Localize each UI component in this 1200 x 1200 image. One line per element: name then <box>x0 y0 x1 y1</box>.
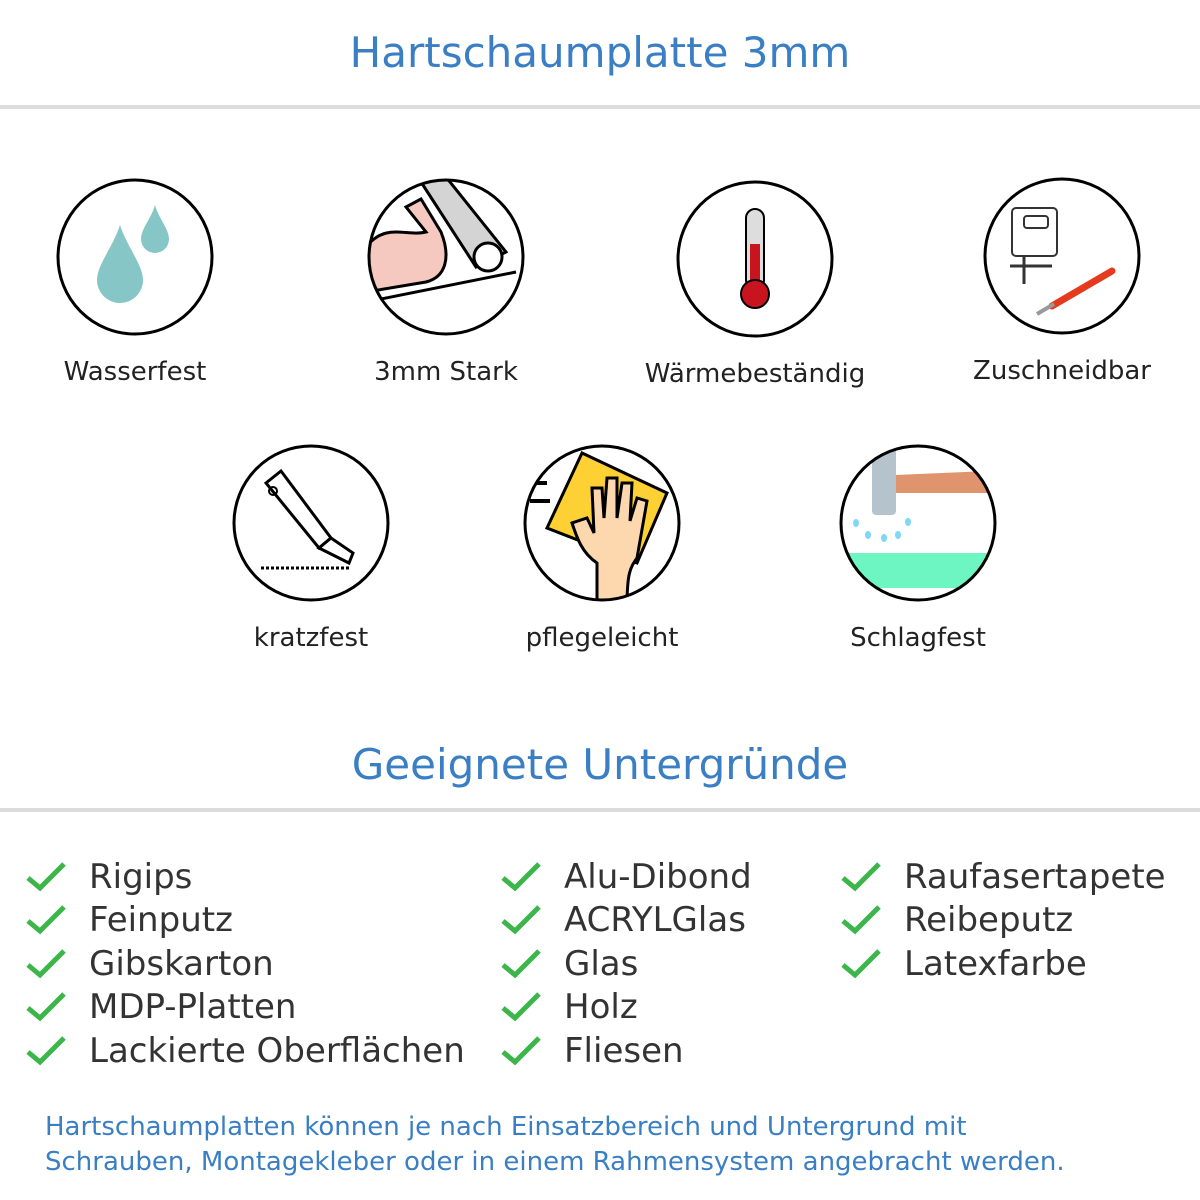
check-icon <box>26 1035 66 1066</box>
feature-label: Wärmebeständig <box>644 359 866 389</box>
check-icon <box>841 861 881 892</box>
footer-line: Hartschaumplatten können je nach Einsatz… <box>45 1112 967 1142</box>
surfaces-column-1: Rigips Feinputz Gibskarton MDP-Platten L… <box>25 855 465 1073</box>
check-icon <box>501 905 541 935</box>
list-item: Alu-Dibond <box>500 855 752 899</box>
item-label: Alu-Dibond <box>564 856 752 897</box>
list-item: Holz <box>500 986 752 1030</box>
item-label: MDP-Platten <box>89 987 297 1028</box>
thermometer-icon <box>676 180 834 338</box>
footer-note: Hartschaumplatten können je nach Einsatz… <box>45 1110 1065 1180</box>
list-item: Raufasertapete <box>840 855 1166 899</box>
page-title: Hartschaumplatte 3mm <box>349 28 851 77</box>
hand-sponge-icon <box>523 444 681 602</box>
list-item: MDP-Platten <box>25 986 465 1030</box>
check-icon <box>26 861 66 892</box>
list-item: Rigips <box>25 855 465 899</box>
feature-wasserfest: Wasserfest <box>15 177 255 387</box>
item-label: Glas <box>564 943 639 984</box>
feature-label: pflegeleicht <box>525 623 679 653</box>
check-icon <box>501 1035 541 1066</box>
item-label: Raufasertapete <box>904 856 1166 897</box>
check-icon <box>26 905 66 935</box>
water-drops-icon <box>56 178 214 336</box>
divider <box>0 105 1200 109</box>
feature-3mm-stark: 3mm Stark <box>326 177 566 387</box>
feature-pflegeleicht: pflegeleicht <box>482 443 722 653</box>
check-icon <box>841 905 881 935</box>
check-icon <box>26 948 66 979</box>
feature-label: kratzfest <box>253 623 369 653</box>
feature-label: Zuschneidbar <box>973 356 1151 386</box>
list-item: Reibeputz <box>840 899 1166 943</box>
list-item: Fliesen <box>500 1029 752 1073</box>
list-item: Gibskarton <box>25 942 465 986</box>
feature-label: 3mm Stark <box>374 357 518 387</box>
item-label: Latexfarbe <box>904 943 1087 984</box>
check-icon <box>501 948 541 979</box>
item-label: Lackierte Oberflächen <box>89 1030 465 1071</box>
item-label: Holz <box>564 987 638 1028</box>
check-icon <box>841 948 881 979</box>
feature-label: Wasserfest <box>63 357 207 387</box>
list-item: Glas <box>500 942 752 986</box>
item-label: Feinputz <box>89 900 233 941</box>
list-item: ACRYLGlas <box>500 899 752 943</box>
feature-kratzfest: kratzfest <box>191 443 431 653</box>
feature-zuschneidbar: Zuschneidbar <box>942 176 1182 386</box>
surfaces-column-3: Raufasertapete Reibeputz Latexfarbe <box>840 855 1166 986</box>
footer-line: Schrauben, Montagekleber oder in einem R… <box>45 1147 1065 1177</box>
item-label: Reibeputz <box>904 900 1074 941</box>
cutter-knife-icon <box>232 444 390 602</box>
jigsaw-knife-icon <box>983 177 1141 335</box>
check-icon <box>26 992 66 1022</box>
item-label: Rigips <box>89 856 193 897</box>
check-icon <box>501 992 541 1022</box>
item-label: Fliesen <box>564 1030 684 1071</box>
list-item: Lackierte Oberflächen <box>25 1029 465 1073</box>
item-label: Gibskarton <box>89 943 274 984</box>
section-title: Geeignete Untergründe <box>351 740 849 789</box>
hammer-icon <box>839 444 997 602</box>
check-icon <box>501 861 541 892</box>
feature-schlagfest: Schlagfest <box>798 443 1038 653</box>
item-label: ACRYLGlas <box>564 900 746 941</box>
feature-waermebestaendig: Wärmebeständig <box>635 179 875 389</box>
list-item: Latexfarbe <box>840 942 1166 986</box>
divider <box>0 808 1200 812</box>
feature-label: Schlagfest <box>850 623 986 653</box>
list-item: Feinputz <box>25 899 465 943</box>
strong-arm-icon <box>367 178 525 336</box>
surfaces-column-2: Alu-Dibond ACRYLGlas Glas Holz Fliesen <box>500 855 752 1073</box>
